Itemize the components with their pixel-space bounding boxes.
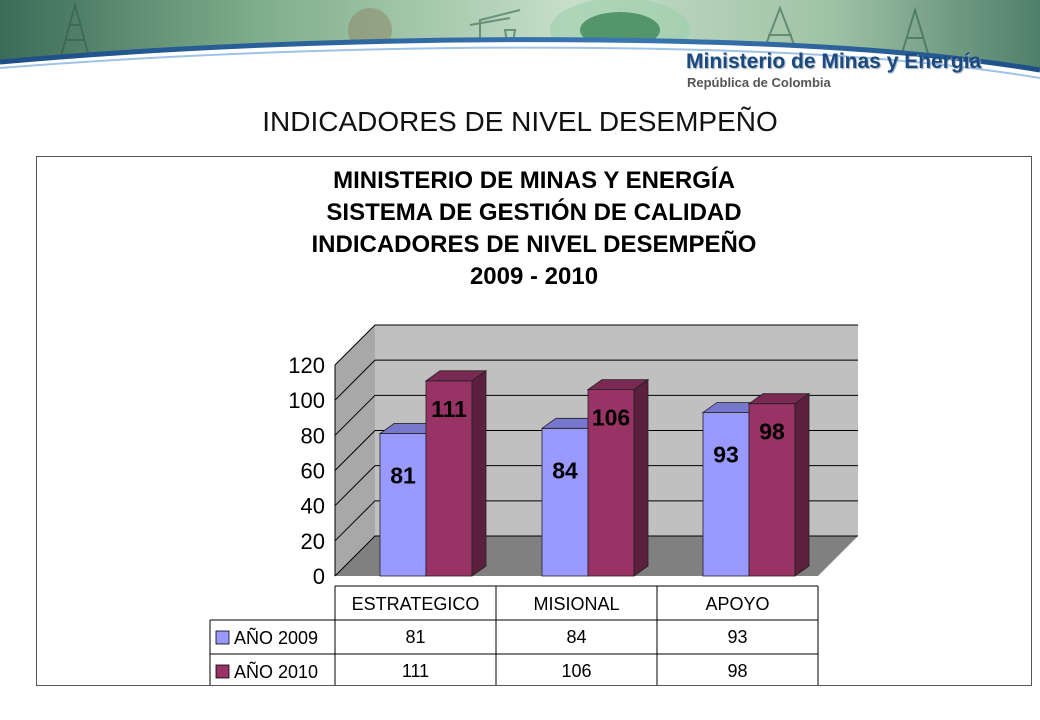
table-value: 93 <box>727 627 747 647</box>
y-tick-label: 120 <box>288 353 325 378</box>
chart-title-line-1: MINISTERIO DE MINAS Y ENERGÍA <box>333 167 735 194</box>
table-value: 84 <box>566 627 586 647</box>
bar-front <box>702 412 750 577</box>
table-value: 81 <box>405 627 425 647</box>
chart-title-line-4: 2009 - 2010 <box>469 263 599 290</box>
chart-title-line-2: SISTEMA DE GESTIÓN DE CALIDAD <box>326 199 742 226</box>
slide-title: INDICADORES DE NIVEL DESEMPEÑO <box>262 106 778 137</box>
bar-side <box>794 392 810 577</box>
gridline <box>334 430 858 471</box>
legend-key <box>215 664 230 679</box>
table-value: 111 <box>402 661 429 681</box>
bar-data-label: 84 <box>552 457 578 483</box>
bar-chart: 0 20 40 60 80 100 120 81 111 84 106 93 98 ESTRATEGICO… <box>209 324 858 685</box>
table-value: 98 <box>727 661 747 681</box>
chart-title-line-3: INDICADORES DE NIVEL DESEMPEÑO <box>311 231 757 258</box>
y-tick-label: 100 <box>288 388 325 413</box>
bar-data-label: 98 <box>759 419 785 445</box>
gridline <box>334 394 858 436</box>
legend-series-name: AÑO 2010 <box>234 661 318 682</box>
bar-data-label: 106 <box>592 405 630 431</box>
y-tick-label: 60 <box>301 459 325 484</box>
bar-front <box>379 433 427 577</box>
bar-front <box>425 380 473 577</box>
table-category-label: ESTRATEGICO <box>352 594 480 614</box>
table-category-label: MISIONAL <box>533 594 619 614</box>
bar-front <box>748 403 796 577</box>
gridline <box>334 465 858 507</box>
bar-data-label: 111 <box>431 396 467 422</box>
bar-side <box>471 370 487 577</box>
bar-front <box>541 427 589 577</box>
y-tick-label: 20 <box>301 529 325 554</box>
legend-key <box>215 630 230 645</box>
brand-name: Ministerio de Minas y Energía <box>686 50 982 73</box>
y-tick-label: 80 <box>301 423 325 448</box>
gridline <box>334 359 858 401</box>
brand-subtitle: República de Colombia <box>687 75 831 90</box>
gridline <box>334 324 858 366</box>
header-banner <box>0 0 1040 110</box>
bar-data-label: 93 <box>713 441 739 467</box>
bar-data-label: 81 <box>390 463 416 489</box>
gridline <box>334 535 858 577</box>
gridline <box>334 500 858 542</box>
y-tick-label: 0 <box>313 564 325 589</box>
bar-side <box>633 378 649 577</box>
chart-frame: MINISTERIO DE MINAS Y ENERGÍA SISTEMA DE… <box>36 156 1032 686</box>
table-category-label: APOYO <box>705 594 769 614</box>
y-tick-label: 40 <box>301 494 325 519</box>
legend-series-name: AÑO 2009 <box>234 627 318 648</box>
table-value: 106 <box>561 661 591 681</box>
